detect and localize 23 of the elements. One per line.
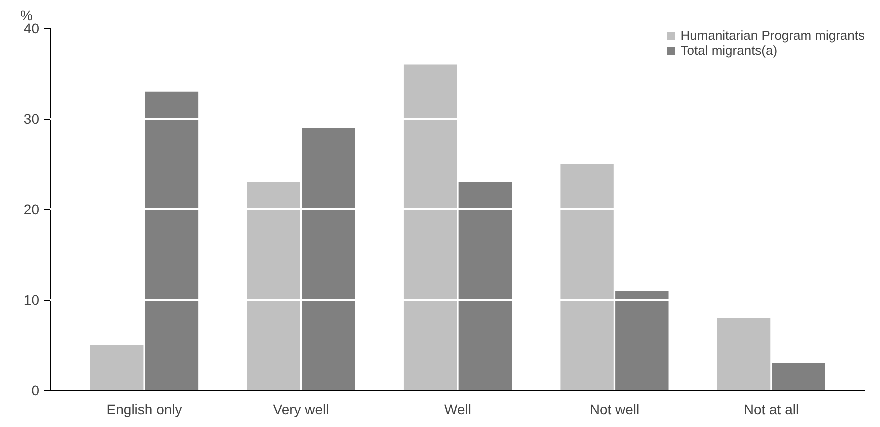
bar	[404, 64, 458, 390]
y-axis-title: %	[20, 8, 33, 24]
legend-label: Total migrants(a)	[680, 43, 778, 58]
bar	[560, 164, 614, 390]
bar	[145, 92, 199, 390]
bar	[717, 318, 771, 390]
x-tick-label: Not at all	[744, 402, 800, 418]
legend-label: Humanitarian Program migrants	[680, 28, 865, 43]
y-tick-label: 0	[32, 382, 40, 398]
x-tick-label: English only	[106, 402, 182, 418]
bar	[247, 182, 300, 390]
bar	[302, 128, 356, 390]
x-tick-label: Well	[444, 402, 472, 418]
y-tick-label: 40	[24, 20, 40, 36]
bar	[772, 363, 826, 390]
y-tick-label: 20	[24, 202, 40, 218]
bar	[616, 290, 669, 390]
y-tick-label: 10	[24, 292, 40, 308]
x-tick-label: Very well	[273, 402, 330, 418]
x-tick-label: Not well	[590, 402, 640, 418]
y-tick-label: 30	[24, 111, 40, 127]
bar	[90, 345, 144, 390]
bar	[458, 182, 512, 390]
